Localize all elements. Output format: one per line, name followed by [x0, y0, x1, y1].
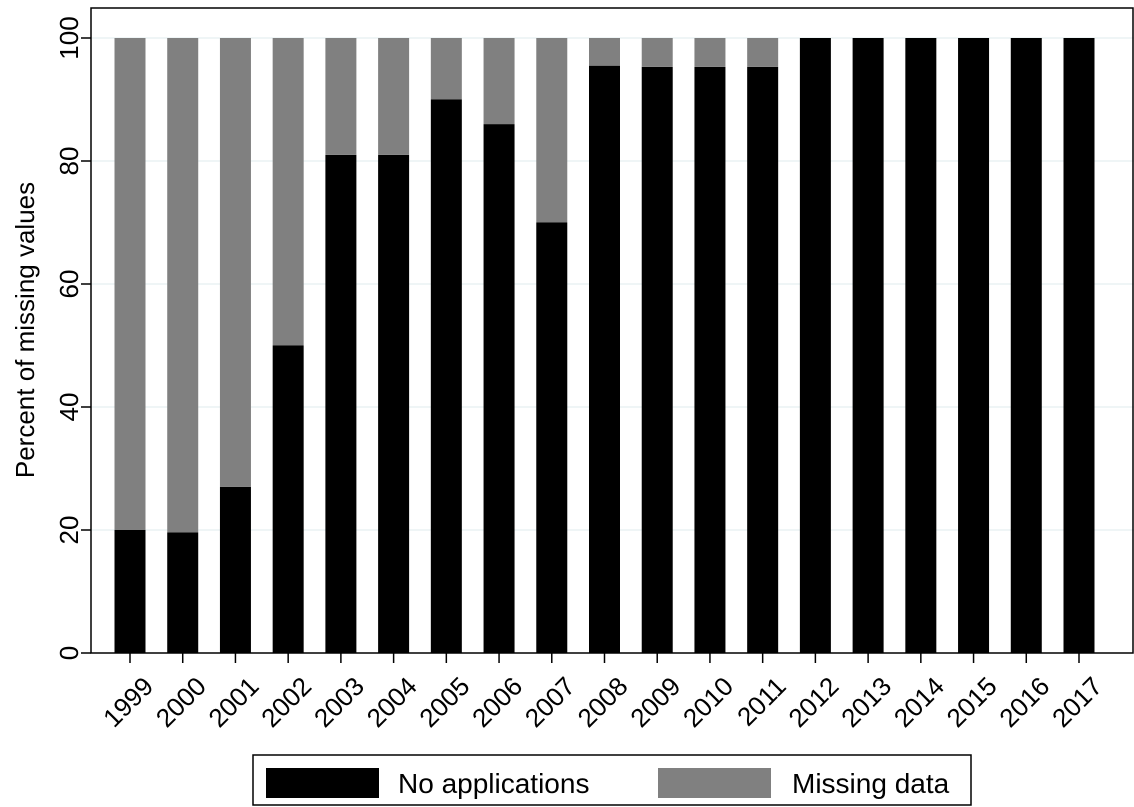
bar-no-applications-2006	[483, 124, 515, 654]
y-tick-label: 0	[54, 646, 84, 660]
bar-no-applications-2015	[958, 38, 990, 653]
y-axis-title: Percent of missing values	[10, 182, 40, 478]
x-tick-label: 2015	[941, 671, 1003, 733]
bar-no-applications-2010	[694, 66, 726, 653]
y-tick-label: 40	[54, 393, 84, 422]
y-tick-label: 20	[54, 516, 84, 545]
bar-no-applications-2013	[852, 38, 884, 653]
x-tick-label: 2003	[308, 671, 370, 733]
bar-no-applications-2009	[641, 66, 673, 653]
bar-no-applications-2005	[430, 99, 462, 653]
bar-missing-data-2008	[589, 38, 620, 66]
x-tick-label: 2011	[731, 671, 792, 732]
bar-missing-data-2010	[694, 38, 726, 67]
x-tick-label: 2014	[888, 671, 950, 733]
bar-no-applications-2007	[536, 222, 568, 653]
bar-missing-data-2002	[272, 38, 304, 346]
plot-frame	[90, 7, 1134, 654]
bars	[114, 38, 1095, 654]
x-tick-label: 2007	[519, 671, 581, 733]
bar-missing-data-2004	[378, 38, 410, 155]
x-tick-label: 2006	[466, 671, 528, 733]
bar-missing-data-2001	[219, 38, 251, 487]
bar-missing-data-2011	[747, 38, 779, 67]
legend: No applications Missing data	[252, 754, 972, 806]
y-tick-labels: 0 20 40 60 80 100	[54, 16, 84, 660]
bar-missing-data-2000	[167, 38, 199, 533]
bar-missing-data-2007	[536, 38, 568, 223]
x-tick-label: 2013	[835, 671, 897, 733]
bar-no-applications-2017	[1063, 38, 1095, 653]
bar-missing-data-2003	[325, 38, 357, 155]
bar-no-applications-1999	[114, 530, 146, 653]
legend-swatch-no-applications	[266, 768, 379, 798]
x-tick-label: 2000	[150, 671, 212, 733]
legend-label-no-applications: No applications	[398, 768, 589, 799]
x-tick-label: 1999	[97, 671, 159, 733]
x-tick-label: 2009	[624, 671, 686, 733]
x-tick-label: 2017	[1046, 671, 1108, 733]
x-tick-label: 2004	[361, 671, 423, 733]
bar-no-applications-2002	[272, 345, 304, 653]
x-tick-label: 2005	[413, 671, 475, 733]
x-tick-labels: 1999200020012002200320042005200620072008…	[97, 671, 1108, 733]
bar-no-applications-2012	[799, 38, 831, 653]
x-tick-label: 2010	[677, 671, 739, 733]
bar-no-applications-2001	[219, 486, 251, 653]
bar-no-applications-2004	[378, 154, 410, 653]
bar-missing-data-2009	[641, 38, 673, 67]
y-tick-label: 80	[54, 147, 84, 176]
x-tick-label: 2016	[993, 671, 1055, 733]
legend-label-missing-data: Missing data	[792, 768, 950, 799]
x-tick-label: 2001	[202, 671, 264, 733]
bar-no-applications-2000	[167, 532, 199, 653]
y-tick-label: 60	[54, 270, 84, 299]
bar-no-applications-2003	[325, 154, 357, 653]
x-tick-label: 2002	[255, 671, 317, 733]
bar-missing-data-1999	[114, 38, 146, 530]
bar-missing-data-2005	[430, 38, 462, 100]
bar-no-applications-2008	[589, 65, 620, 654]
x-tick-label: 2008	[571, 671, 633, 733]
y-tick-label: 100	[54, 16, 84, 59]
bar-no-applications-2016	[1010, 38, 1042, 653]
x-tick-label: 2012	[782, 671, 844, 733]
legend-swatch-missing-data	[658, 768, 771, 798]
bar-no-applications-2011	[747, 66, 779, 653]
axes	[81, 7, 1134, 663]
bar-no-applications-2014	[905, 38, 937, 653]
bar-missing-data-2006	[483, 38, 515, 125]
